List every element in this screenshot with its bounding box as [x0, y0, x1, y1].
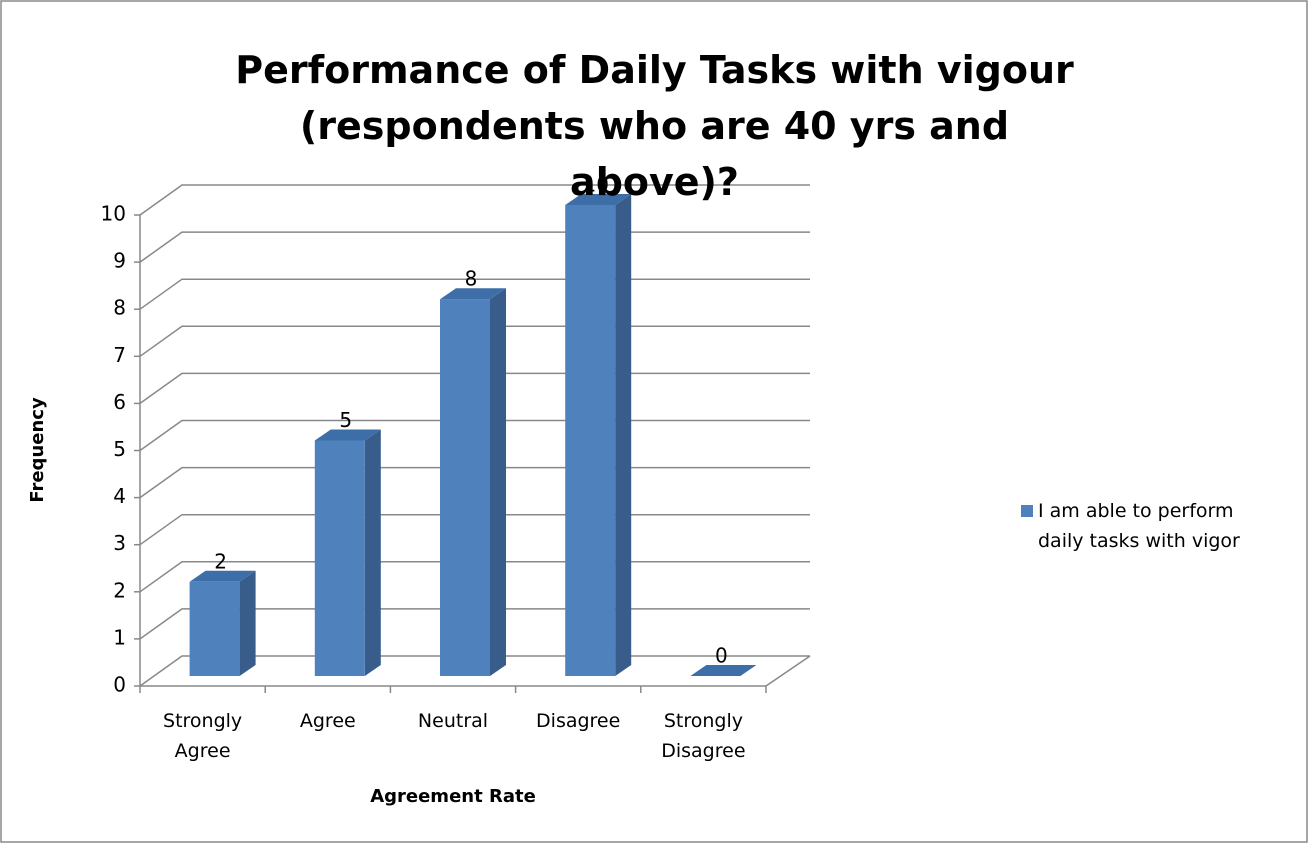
- bar-top: [565, 194, 632, 205]
- data-label: 5: [339, 408, 352, 432]
- bar: [440, 288, 506, 676]
- x-axis-title: Agreement Rate: [370, 786, 536, 807]
- data-label: 8: [465, 267, 478, 291]
- chart-title: Performance of Daily Tasks with vigour (…: [0, 42, 1309, 210]
- y-tick-label: 8: [113, 296, 126, 320]
- bar-side: [615, 194, 632, 676]
- grid-line: [139, 184, 810, 216]
- bar-top: [440, 288, 506, 300]
- bar-top: [690, 665, 757, 676]
- x-tick-label: Strongly Agree: [163, 710, 243, 762]
- y-tick-label: 1: [113, 625, 126, 649]
- chart-title-text: Performance of Daily Tasks with vigour (…: [235, 48, 1074, 204]
- legend-label: I am able to perform daily tasks with vi…: [1038, 500, 1240, 552]
- grid-line: [139, 231, 810, 263]
- bar: [314, 429, 381, 676]
- y-tick-label: 4: [113, 484, 126, 508]
- x-tick-label: Disagree: [536, 710, 621, 732]
- y-tick-label: 5: [113, 437, 126, 461]
- bar: [690, 665, 757, 676]
- y-tick-label: 7: [113, 343, 126, 367]
- y-tick-label: 9: [113, 249, 126, 273]
- bar-front: [314, 440, 365, 676]
- y-tick-label: 0: [113, 673, 126, 697]
- data-label: 10: [583, 173, 608, 197]
- bar-side: [239, 570, 256, 676]
- y-axis-title: Frequency: [27, 397, 48, 503]
- bar-side: [490, 288, 506, 676]
- y-tick-label: 10: [101, 202, 126, 226]
- bar-front: [189, 581, 240, 676]
- data-label: 2: [214, 549, 227, 573]
- y-tick-label: 2: [113, 578, 126, 602]
- y-tick-label: 6: [113, 390, 126, 414]
- bar-front: [565, 205, 616, 676]
- bar-top: [314, 429, 381, 441]
- bar: [189, 570, 256, 676]
- bar-side: [364, 429, 381, 676]
- data-label: 0: [715, 644, 728, 668]
- x-tick-label: Strongly Disagree: [661, 710, 746, 762]
- x-tick-label: Agree: [299, 710, 356, 732]
- legend-swatch: [1021, 505, 1033, 517]
- bar-top: [189, 570, 256, 582]
- y-tick-label: 3: [113, 531, 126, 555]
- x-tick-label: Neutral: [417, 710, 489, 732]
- bar: [565, 194, 632, 676]
- bar-front: [440, 299, 490, 676]
